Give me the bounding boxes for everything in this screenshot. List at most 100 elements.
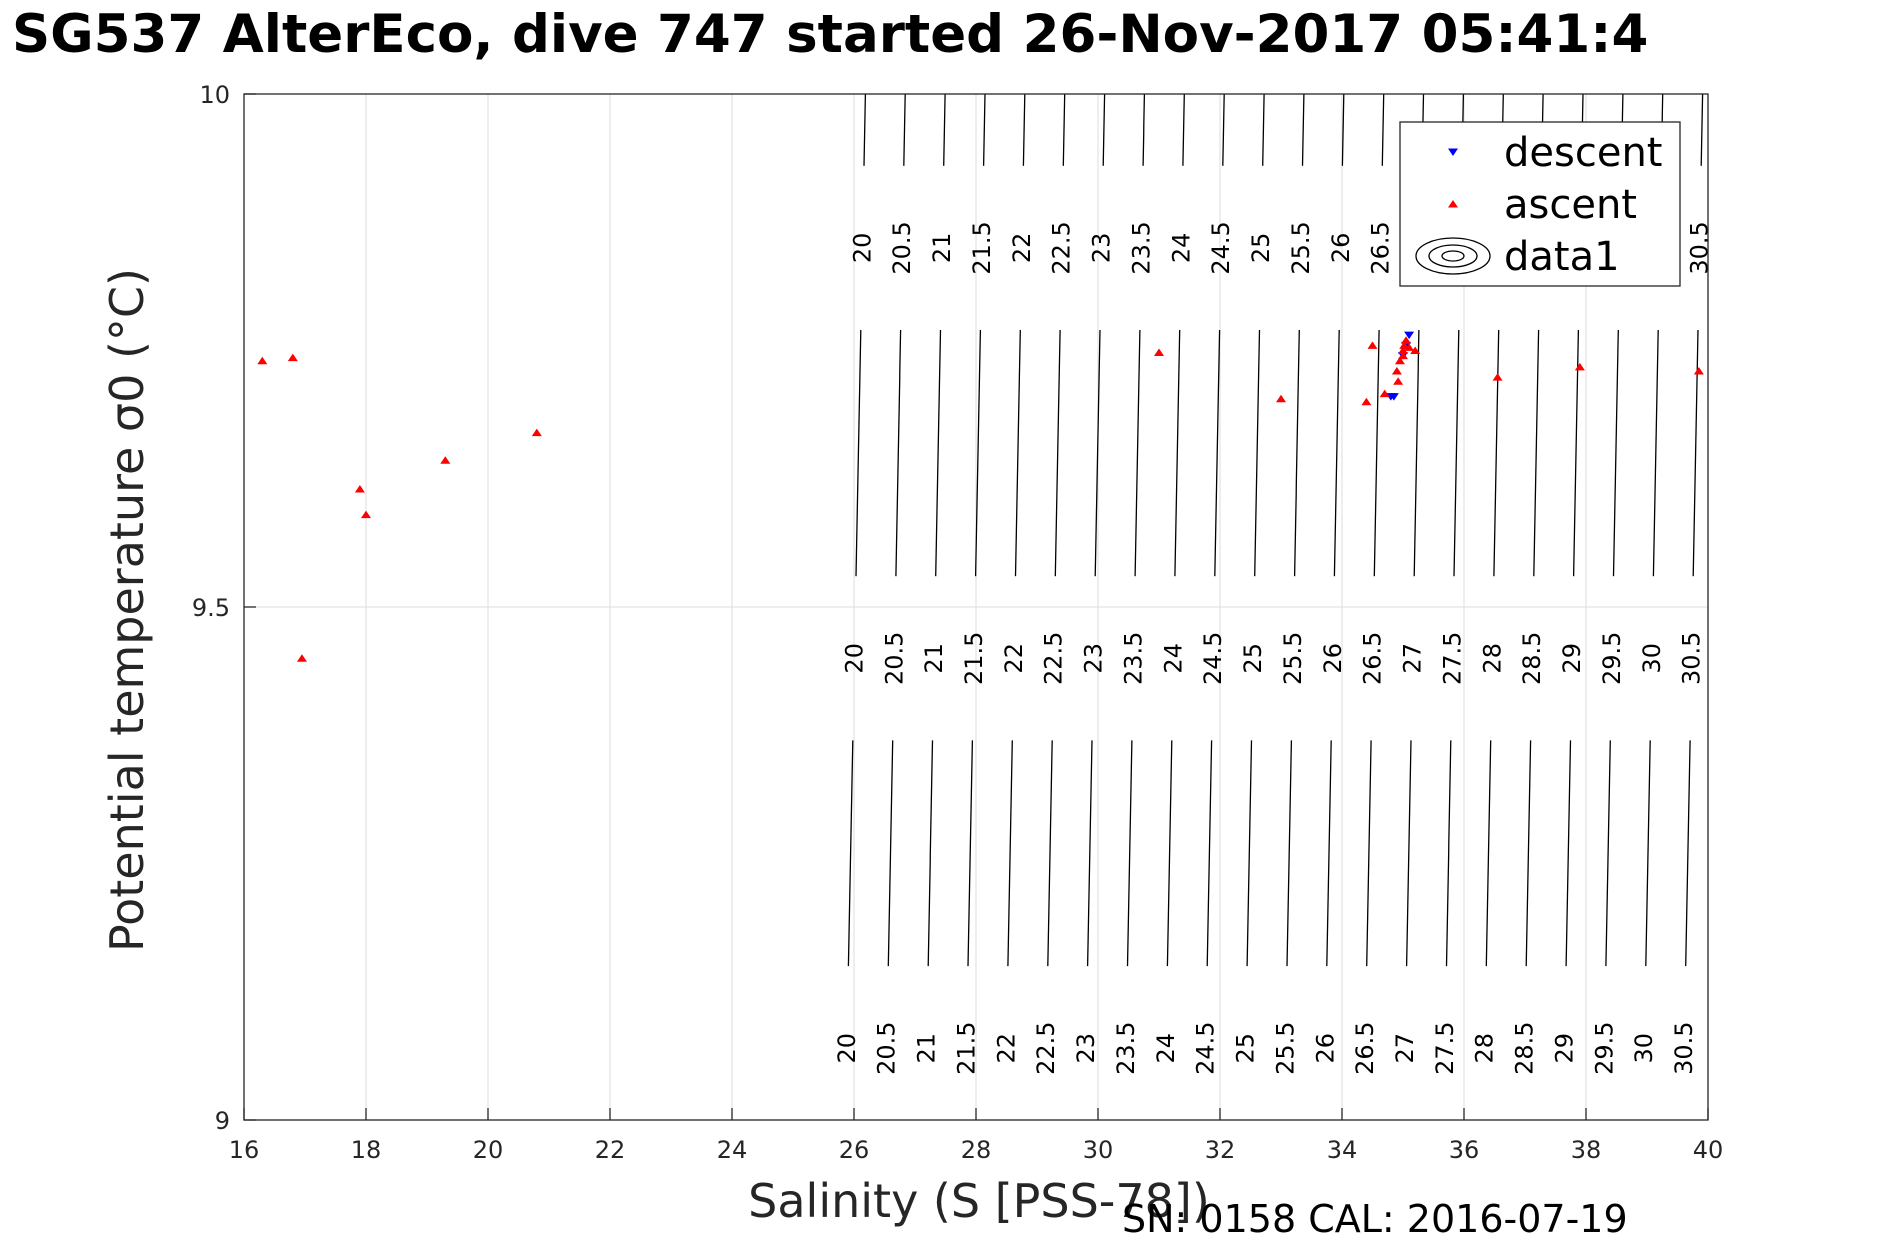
contour-label: 27: [1391, 1033, 1419, 1064]
contour-line: [1007, 740, 1013, 967]
contour-label: 28: [1478, 643, 1506, 674]
ascent-point: [296, 654, 307, 662]
contour-label: 20: [848, 233, 876, 264]
contour-line: [1062, 93, 1066, 166]
x-tick-label: 24: [717, 1136, 748, 1164]
contour-line: [863, 93, 867, 166]
x-tick-label: 32: [1205, 1136, 1236, 1164]
ascent-point: [1574, 362, 1585, 371]
contour-label: 24.5: [1192, 1021, 1220, 1074]
ascent-point: [1410, 346, 1421, 354]
contour-line: [1405, 740, 1412, 967]
contour-label: 26.5: [1351, 1021, 1379, 1074]
x-tick-label: 34: [1327, 1136, 1358, 1164]
ascent-point: [361, 510, 371, 519]
ascent-point: [1693, 367, 1704, 375]
contour-label: 25: [1232, 1033, 1260, 1064]
contour-label: 25.5: [1279, 632, 1307, 685]
contour-line: [982, 93, 986, 166]
contour-label: 20.5: [873, 1021, 901, 1074]
contour-line: [1022, 93, 1026, 166]
contour-label: 21.5: [952, 1021, 980, 1074]
contour-label: 20.5: [888, 221, 916, 274]
contour-label: 23: [1088, 233, 1116, 264]
contour-line: [1047, 740, 1053, 967]
contour-line: [1214, 329, 1221, 577]
contour-line: [1134, 329, 1141, 577]
contour-label: 23.5: [1120, 632, 1148, 685]
contour-label: 23: [1072, 1033, 1100, 1064]
contour-label: 22.5: [1048, 221, 1076, 274]
contour-label: 22.5: [1032, 1021, 1060, 1074]
contour-line: [1182, 93, 1185, 166]
contour-label: 29: [1551, 1033, 1579, 1064]
y-tick-label: 9: [215, 1107, 230, 1135]
contour-line: [847, 740, 854, 967]
contour-label: 24.5: [1199, 632, 1227, 685]
x-tick-label: 26: [839, 1136, 870, 1164]
contour-line: [1652, 329, 1659, 577]
contour-line: [1094, 329, 1101, 577]
legend-descent-marker: [1448, 148, 1458, 156]
contour-line: [887, 740, 894, 967]
chart-title: SG537 AlterEco, dive 747 started 26-Nov-…: [12, 4, 1649, 65]
descent-point: [1404, 331, 1415, 340]
legend-contour-icon: [1441, 250, 1465, 262]
contour-label: 30: [1638, 643, 1666, 674]
legend-box: [1399, 121, 1681, 287]
contour-label: 21.5: [968, 221, 996, 274]
contour-line: [1326, 740, 1332, 967]
ascent-point: [1361, 397, 1372, 406]
contour-line: [1086, 740, 1093, 967]
ascent-point: [1398, 351, 1408, 360]
contour-line: [1700, 93, 1704, 166]
y-tick-label: 10: [199, 81, 230, 109]
contour-label: 22: [992, 1033, 1020, 1064]
contour-label: 26: [1327, 233, 1355, 264]
contour-label: 20: [840, 643, 868, 674]
x-tick-label: 20: [473, 1136, 504, 1164]
contour-label: 24: [1167, 233, 1195, 264]
contour-line: [1612, 329, 1619, 577]
y-tick-label: 9.5: [192, 594, 230, 622]
contour-label: 22.5: [1040, 632, 1068, 685]
contour-line: [1572, 329, 1580, 577]
contour-line: [1262, 93, 1265, 166]
contour-label: 23.5: [1112, 1021, 1140, 1074]
contour-label: 25: [1239, 643, 1267, 674]
contour-line: [1126, 740, 1133, 967]
contour-label: 26: [1319, 643, 1347, 674]
descent-point: [1388, 393, 1399, 401]
contour-line: [1166, 740, 1173, 967]
contour-label: 29.5: [1598, 632, 1626, 685]
legend-label-data1: data1: [1504, 234, 1620, 280]
contour-label: 23: [1080, 643, 1108, 674]
contour-line: [895, 329, 902, 577]
data-points: [257, 331, 1704, 662]
contour-label: 26: [1311, 1033, 1339, 1064]
x-tick-label: 28: [961, 1136, 992, 1164]
ascent-point: [257, 356, 268, 365]
contour-line: [903, 93, 906, 166]
contour-label: 27: [1399, 643, 1427, 674]
contour-label: 22: [1000, 643, 1028, 674]
contour-label: 30.5: [1678, 632, 1706, 685]
contour-line: [1485, 740, 1492, 967]
contour-label: 20: [833, 1033, 861, 1064]
ascent-point: [1492, 373, 1503, 381]
contour-label: 29.5: [1590, 1021, 1618, 1074]
contour-label: 25.5: [1271, 1021, 1299, 1074]
ascent-point: [1367, 341, 1378, 349]
ascent-point: [1404, 343, 1415, 351]
legend-label-ascent: ascent: [1504, 182, 1637, 228]
contour-line: [1525, 740, 1532, 967]
contour-label: 28: [1471, 1033, 1499, 1064]
contour-label: 21: [928, 233, 956, 264]
x-tick-label: 36: [1449, 1136, 1480, 1164]
contour-line: [1381, 93, 1385, 166]
legend: descent ascent data1: [1399, 121, 1681, 287]
contour-line: [1565, 740, 1572, 967]
ascent-point: [440, 456, 451, 464]
contour-label: 24: [1152, 1033, 1180, 1064]
